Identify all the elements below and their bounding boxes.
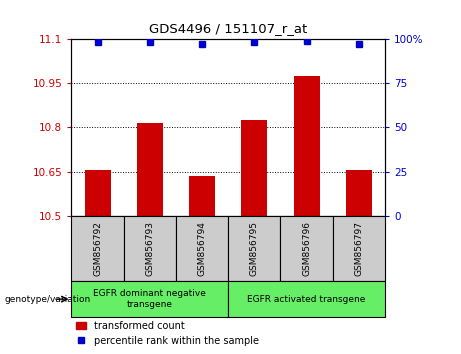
Text: EGFR activated transgene: EGFR activated transgene: [248, 295, 366, 304]
Bar: [294, 76, 319, 216]
Legend: transformed count, percentile rank within the sample: transformed count, percentile rank withi…: [77, 321, 259, 346]
Bar: [228, 216, 280, 281]
Bar: [228, 281, 385, 317]
Bar: [84, 170, 111, 216]
Text: GSM856795: GSM856795: [250, 221, 259, 276]
Text: GSM856797: GSM856797: [355, 221, 363, 276]
Text: GSM856796: GSM856796: [302, 221, 311, 276]
Text: GSM856792: GSM856792: [93, 221, 102, 276]
Bar: [346, 170, 372, 216]
Text: EGFR dominant negative
transgene: EGFR dominant negative transgene: [94, 290, 206, 309]
Bar: [241, 120, 267, 216]
Bar: [71, 216, 124, 281]
Bar: [176, 216, 228, 281]
Bar: [137, 123, 163, 216]
Text: genotype/variation: genotype/variation: [5, 295, 91, 304]
Text: GSM856794: GSM856794: [198, 221, 207, 276]
Bar: [333, 216, 385, 281]
Bar: [124, 216, 176, 281]
Title: GDS4496 / 151107_r_at: GDS4496 / 151107_r_at: [149, 22, 307, 35]
Bar: [189, 176, 215, 216]
Bar: [280, 216, 333, 281]
Text: GSM856793: GSM856793: [145, 221, 154, 276]
Bar: [71, 281, 228, 317]
